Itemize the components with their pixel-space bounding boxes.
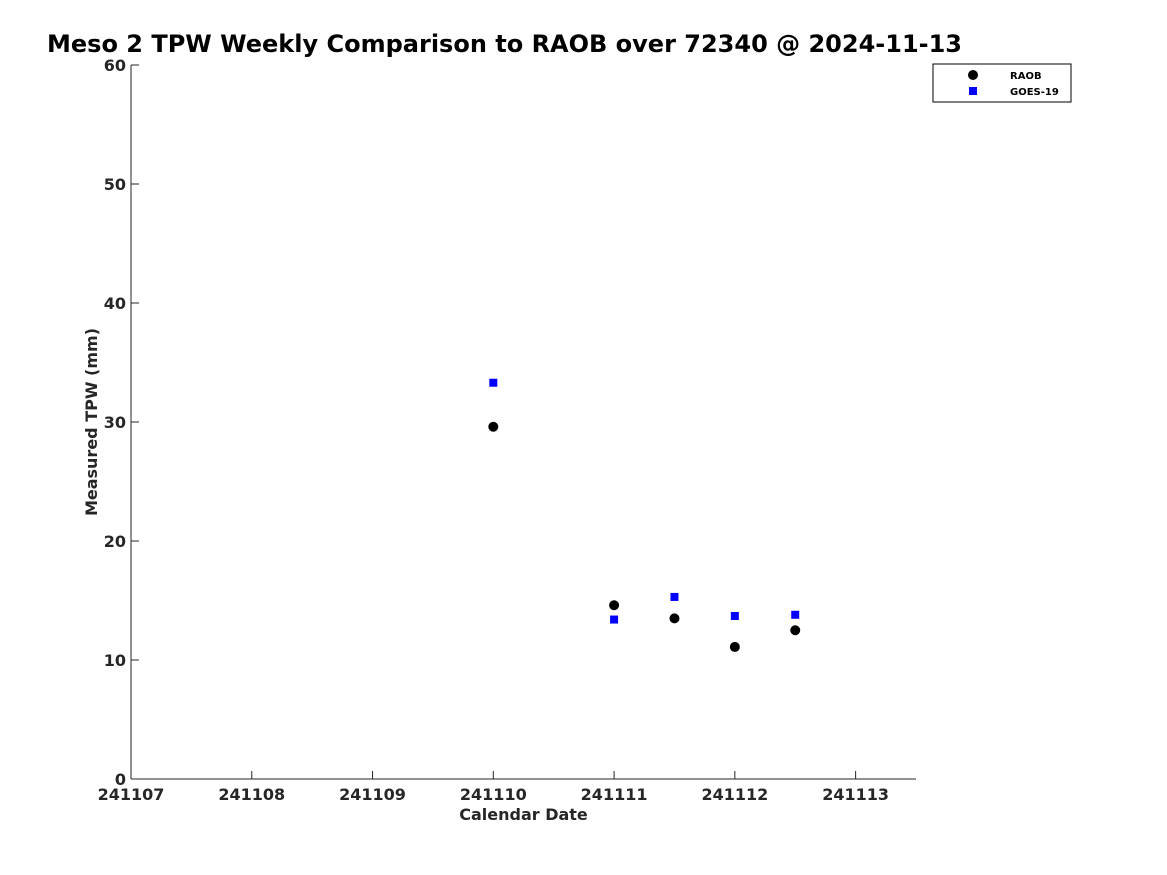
- x-axis-label: Calendar Date: [459, 805, 588, 824]
- goes-19-point: [489, 378, 498, 387]
- x-tick-label: 241108: [218, 785, 285, 804]
- goes-19-point: [670, 592, 679, 601]
- y-tick-label: 20: [104, 532, 126, 551]
- y-tick-label: 50: [104, 175, 126, 194]
- x-tick-label: 241111: [581, 785, 648, 804]
- raob-point: [790, 625, 801, 636]
- data-points: [488, 378, 801, 652]
- x-tick-label: 241112: [701, 785, 768, 804]
- raob-point: [729, 641, 740, 652]
- y-tick-label: 30: [104, 413, 126, 432]
- x-tick-label: 241110: [460, 785, 527, 804]
- legend-entry-label: RAOB: [1010, 71, 1042, 82]
- legend-box: [932, 63, 1072, 103]
- y-axis-ticks: 0 10 20 30 40 50 60: [104, 56, 139, 789]
- legend-raob-marker: [968, 70, 978, 80]
- raob-point: [609, 600, 620, 611]
- y-tick-label: 60: [104, 56, 126, 75]
- goes-19-point: [791, 610, 800, 619]
- raob-point: [488, 421, 499, 432]
- y-tick-label: 10: [104, 651, 126, 670]
- raob-point: [669, 613, 680, 624]
- y-tick-label: 40: [104, 294, 126, 313]
- goes-19-point: [730, 611, 739, 620]
- chart-title: Meso 2 TPW Weekly Comparison to RAOB ove…: [47, 30, 962, 58]
- x-tick-label: 241113: [822, 785, 889, 804]
- y-tick-label: 0: [115, 770, 126, 789]
- legend-goes-19-marker: [969, 87, 977, 95]
- x-tick-label: 241107: [98, 785, 165, 804]
- y-axis-label: Measured TPW (mm): [82, 328, 101, 516]
- x-tick-label: 241109: [339, 785, 406, 804]
- legend-entry-label: GOES-19: [1010, 87, 1059, 98]
- x-axis-ticks: 241107 241108 241109 241110 241111 241112 2411…: [98, 771, 889, 804]
- legend: RAOB GOES-19: [932, 63, 1072, 103]
- goes-19-point: [610, 615, 619, 624]
